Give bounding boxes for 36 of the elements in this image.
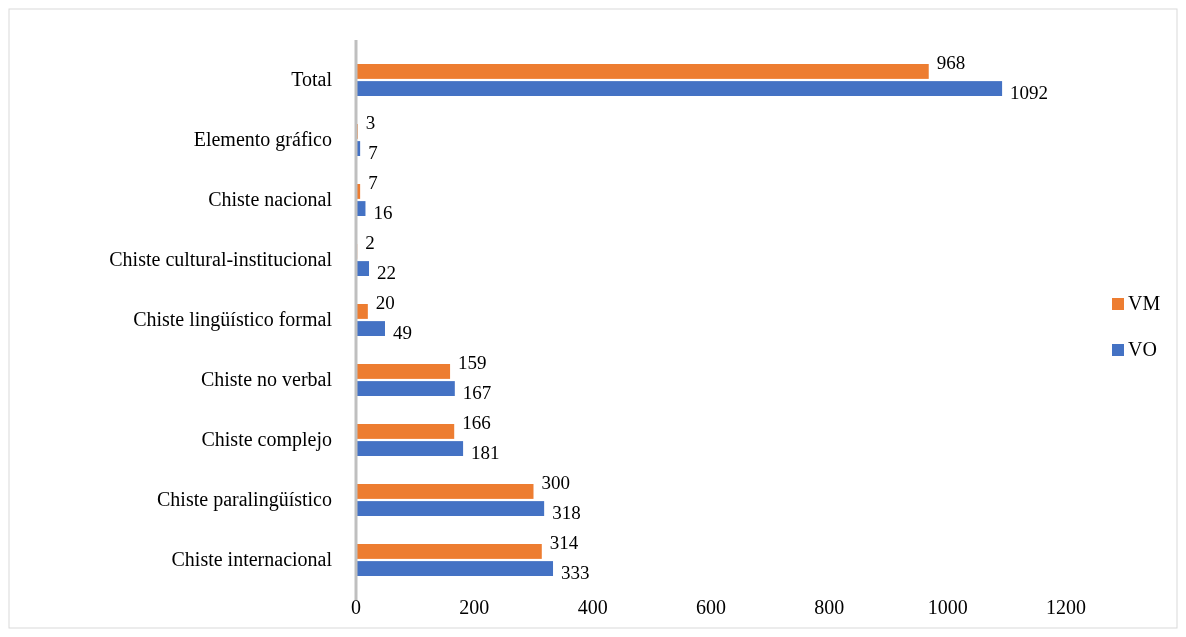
- data-label: 49: [392, 321, 412, 343]
- data-label: 20: [375, 292, 395, 314]
- data-label: 300: [541, 472, 570, 494]
- y-tick-label: Chiste paralingüístico: [157, 488, 332, 511]
- data-label: 1092: [1010, 81, 1049, 103]
- data-label: 166: [462, 412, 491, 434]
- y-tick-label: Elemento gráfico: [193, 128, 332, 151]
- y-tick-label: Total: [291, 68, 333, 90]
- y-tick-label: Chiste internacional: [171, 548, 333, 570]
- data-label: 3: [365, 112, 376, 134]
- data-label: 159: [458, 352, 487, 374]
- data-label: 333: [561, 561, 590, 583]
- legend-label: VO: [1128, 338, 1157, 360]
- data-label: 2: [365, 232, 375, 254]
- data-label: 7: [368, 141, 378, 163]
- data-label: 314: [549, 532, 579, 554]
- x-tick-label: 200: [459, 596, 490, 618]
- x-tick-label: 400: [577, 596, 608, 618]
- data-label: 181: [471, 441, 500, 463]
- y-tick-label: Chiste complejo: [201, 428, 332, 451]
- data-label: 318: [552, 501, 581, 523]
- y-tick-label: Chiste no verbal: [200, 368, 333, 390]
- y-tick-label: Chiste lingüístico formal: [133, 308, 333, 331]
- y-tick-label: Chiste nacional: [208, 188, 333, 210]
- data-label: 16: [373, 201, 393, 223]
- x-tick-label: 600: [696, 596, 726, 618]
- data-label: 167: [462, 381, 492, 403]
- x-tick-label: 1200: [1046, 596, 1086, 618]
- data-label: 968: [936, 52, 966, 74]
- y-tick-label: Chiste cultural-institucional: [109, 248, 333, 270]
- x-tick-label: 0: [351, 596, 361, 618]
- legend-label: VM: [1128, 292, 1161, 314]
- data-label: 22: [377, 261, 397, 283]
- data-label: 7: [368, 172, 378, 194]
- x-tick-label: 800: [814, 596, 845, 618]
- x-tick-label: 1000: [927, 596, 968, 618]
